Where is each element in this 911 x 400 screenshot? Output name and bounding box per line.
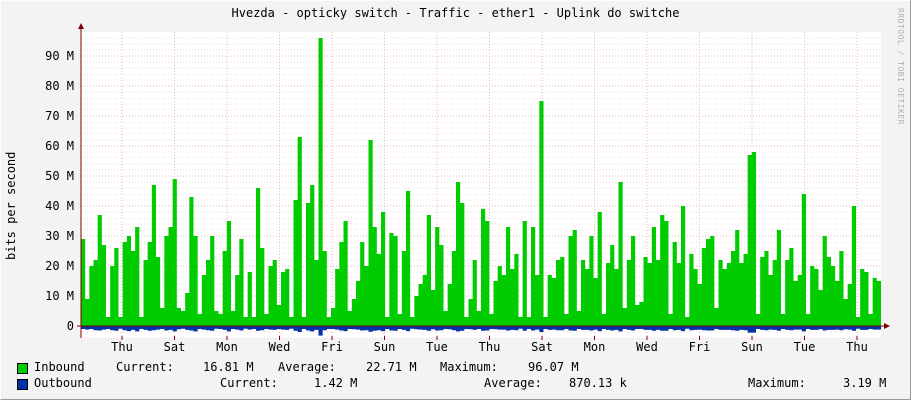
x-tick-label: Fri	[321, 340, 343, 354]
x-tick-label: Thu	[479, 340, 501, 354]
legend-inbound-current: 16.81 M	[203, 360, 254, 374]
x-axis-arrow	[884, 323, 890, 329]
x-tick-label: Thu	[111, 340, 133, 354]
legend-inbound-label: Inbound	[34, 360, 85, 374]
legend-outbound-label: Outbound	[34, 376, 92, 390]
inbound-area	[81, 38, 881, 326]
x-tick-label: Thu	[846, 340, 868, 354]
outbound-area	[81, 326, 881, 336]
x-tick-label: Sun	[374, 340, 396, 354]
x-tick-label: Fri	[689, 340, 711, 354]
legend-inbound-average-label: Average:	[278, 360, 336, 374]
y-tick-label: 60 M	[45, 139, 74, 153]
x-tick-label: Mon	[216, 340, 238, 354]
x-tick-label: Sat	[164, 340, 186, 354]
outbound-swatch	[17, 379, 28, 390]
x-tick-label: Tue	[426, 340, 448, 354]
y-tick-label: 0	[67, 319, 74, 333]
legend-outbound-maximum-label: Maximum:	[748, 376, 806, 390]
legend-outbound-average: 870.13 k	[569, 376, 627, 390]
inbound-swatch	[17, 363, 28, 374]
y-axis-arrow	[78, 23, 84, 29]
x-tick-label: Mon	[584, 340, 606, 354]
legend-outbound-average-label: Average:	[484, 376, 542, 390]
y-tick-label: 10 M	[45, 289, 74, 303]
x-tick-label: Wed	[636, 340, 658, 354]
y-tick-label: 50 M	[45, 169, 74, 183]
x-tick-label: Wed	[269, 340, 291, 354]
legend-outbound-maximum: 3.19 M	[843, 376, 887, 390]
legend-inbound-maximum-label: Maximum:	[440, 360, 498, 374]
y-tick-label: 80 M	[45, 79, 74, 93]
y-tick-label: 30 M	[45, 229, 74, 243]
chart-title: Hvezda - opticky switch - Traffic - ethe…	[231, 6, 680, 20]
x-tick-label: Sat	[531, 340, 553, 354]
legend-inbound-current-label: Current:	[116, 360, 174, 374]
y-tick-label: 70 M	[45, 109, 74, 123]
y-tick-label: 20 M	[45, 259, 74, 273]
x-tick-label: Sun	[741, 340, 763, 354]
legend-outbound-current-label: Current:	[220, 376, 278, 390]
x-tick-label: Tue	[794, 340, 816, 354]
legend-inbound-average: 22.71 M	[366, 360, 417, 374]
legend-outbound-current: 1.42 M	[314, 376, 358, 390]
legend-inbound-maximum: 96.07 M	[528, 360, 579, 374]
y-tick-label: 40 M	[45, 199, 74, 213]
y-tick-label: 90 M	[45, 49, 74, 63]
